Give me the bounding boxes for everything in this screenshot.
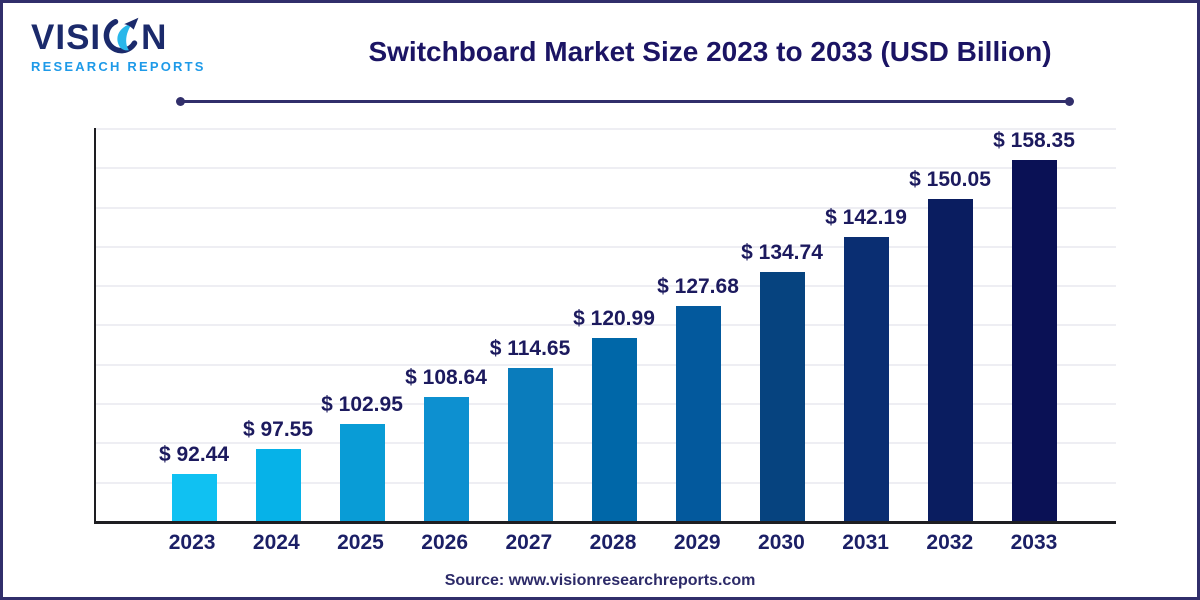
bar-value-label-2033: $ 158.35 xyxy=(993,128,1075,152)
bar-2026 xyxy=(423,396,469,521)
bar-column-2033: $ 158.35 xyxy=(992,128,1076,521)
bar-column-2026: $ 108.64 xyxy=(404,128,488,521)
bar-column-2032: $ 150.05 xyxy=(908,128,992,521)
wordmark-text-left: VISI xyxy=(31,18,102,57)
vision-logo-o-swoosh-icon xyxy=(103,17,139,54)
vision-logo: VISI N RESEARCH REPORTS xyxy=(31,15,206,74)
bar-column-2027: $ 114.65 xyxy=(488,128,572,521)
gridline xyxy=(96,245,1116,285)
x-axis-label-2026: 2026 xyxy=(421,531,469,554)
bar-value-label-2028: $ 120.99 xyxy=(573,306,655,330)
gridline xyxy=(96,167,1116,206)
bar-2028 xyxy=(591,337,637,521)
x-axis-label-2030: 2030 xyxy=(758,531,805,554)
bar-2029 xyxy=(675,305,721,521)
x-axis-label-2027: 2027 xyxy=(505,531,553,554)
bar-2030 xyxy=(759,272,805,521)
bar-column-2023: $ 92.44 xyxy=(152,128,236,521)
bar-column-2029: $ 127.68 xyxy=(656,128,740,521)
bar-2032 xyxy=(927,199,973,521)
bar-value-label-2027: $ 114.65 xyxy=(489,336,571,360)
gridline xyxy=(96,206,1116,246)
x-axis-label-2023: 2023 xyxy=(168,531,216,554)
x-axis-label-2031: 2031 xyxy=(842,531,889,554)
bar-2027 xyxy=(507,367,553,521)
divider-right-dot xyxy=(1065,97,1074,106)
bar-value-label-2032: $ 150.05 xyxy=(909,168,991,192)
bar-2024 xyxy=(255,449,301,521)
bar-column-2025: $ 102.95 xyxy=(320,128,404,521)
bar-value-label-2026: $ 108.64 xyxy=(405,365,487,389)
bar-value-label-2025: $ 102.95 xyxy=(321,392,403,416)
x-axis-label-2029: 2029 xyxy=(673,531,721,554)
gridline xyxy=(96,285,1116,324)
bar-value-label-2031: $ 142.19 xyxy=(825,205,907,229)
x-axis-label-2032: 2032 xyxy=(926,531,974,554)
title-divider-line xyxy=(176,97,1074,106)
bar-value-label-2023: $ 92.44 xyxy=(158,442,230,466)
bar-value-label-2029: $ 127.68 xyxy=(657,274,739,298)
x-axis-label-2028: 2028 xyxy=(589,531,637,554)
gridline xyxy=(96,128,1116,167)
x-axis-label-2024: 2024 xyxy=(252,531,300,554)
gridline xyxy=(96,324,1116,363)
bar-column-2028: $ 120.99 xyxy=(572,128,656,521)
logo-subtitle: RESEARCH REPORTS xyxy=(31,59,206,74)
bar-2025 xyxy=(339,423,385,521)
bar-2023 xyxy=(171,473,217,521)
bar-value-label-2030: $ 134.74 xyxy=(741,241,823,265)
bar-series: $ 92.44 $ 97.55 $ 102.95 $ 108.64 $ 114.65 $ … xyxy=(96,128,1116,521)
bar-value-label-2024: $ 97.55 xyxy=(242,418,314,442)
bar-2031 xyxy=(843,236,889,521)
bar-column-2030: $ 134.74 xyxy=(740,128,824,521)
bar-chart-plot-area: $ 92.44 $ 97.55 $ 102.95 $ 108.64 $ 114.65 $ … xyxy=(94,128,1116,524)
divider-left-dot xyxy=(176,97,185,106)
x-axis-labels: 2023 2024 2025 2026 2027 2028 2029 2030 2031 2032… xyxy=(94,531,1116,561)
x-axis-label-2025: 2025 xyxy=(337,531,384,554)
bar-2033 xyxy=(1011,159,1057,521)
chart-title: Switchboard Market Size 2023 to 2033 (US… xyxy=(368,36,1052,67)
source-attribution: Source: www.visionresearchreports.com xyxy=(444,572,756,589)
x-axis-label-2033: 2033 xyxy=(1010,531,1058,554)
bar-column-2024: $ 97.55 xyxy=(236,128,320,521)
vision-wordmark: VISI N xyxy=(31,15,206,55)
bar-column-2031: $ 142.19 xyxy=(824,128,908,521)
wordmark-text-right: N xyxy=(141,18,168,57)
